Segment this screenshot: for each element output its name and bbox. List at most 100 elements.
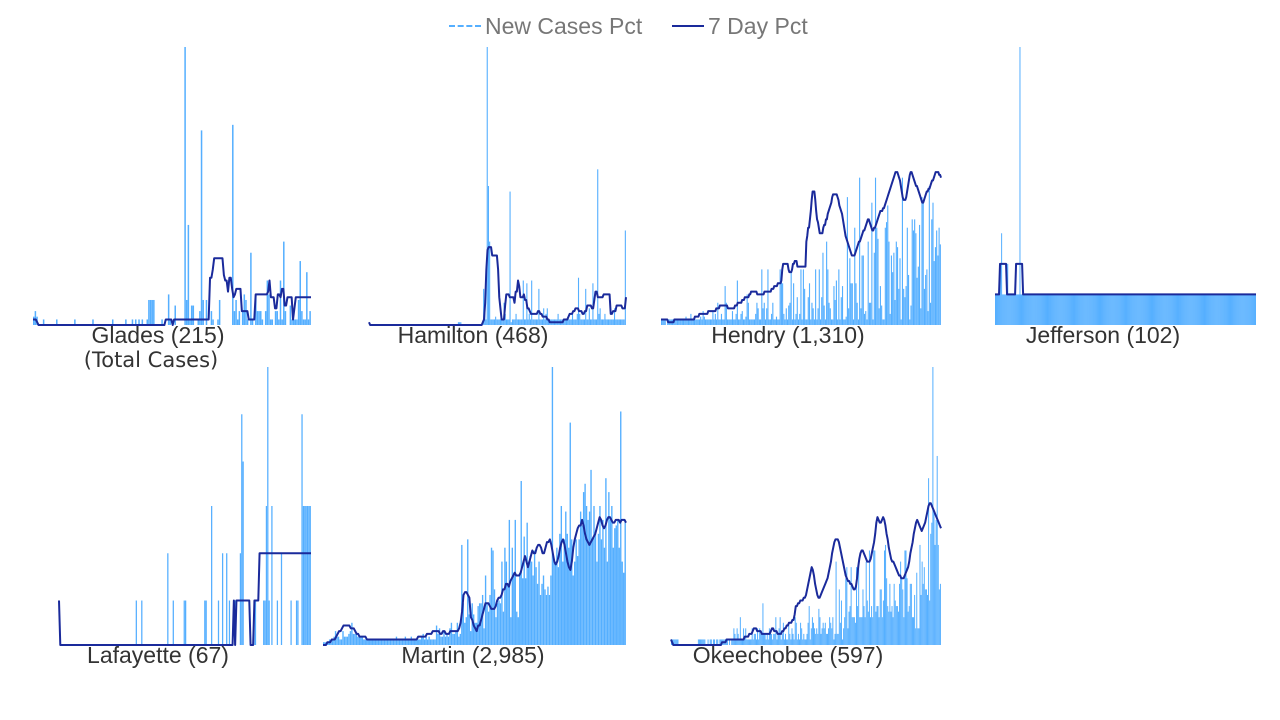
- bar: [802, 639, 804, 645]
- bar: [926, 269, 928, 325]
- bar: [302, 506, 305, 645]
- bar: [1009, 294, 1011, 325]
- bar: [1135, 294, 1137, 325]
- bar: [1209, 294, 1211, 325]
- bar: [823, 628, 825, 645]
- bar: [519, 319, 521, 325]
- bar: [374, 639, 377, 645]
- bar: [345, 636, 347, 645]
- bar: [593, 319, 595, 325]
- panel-label-jefferson: Jefferson (102): [1025, 322, 1181, 348]
- bar: [701, 639, 703, 645]
- bar: [515, 313, 517, 325]
- bar: [866, 319, 868, 325]
- bar: [777, 319, 779, 325]
- bar: [1124, 294, 1126, 325]
- bar: [842, 639, 844, 645]
- bar: [149, 299, 152, 325]
- bar: [1038, 294, 1040, 325]
- bar: [1191, 294, 1193, 325]
- bar: [1158, 294, 1160, 325]
- bar: [1105, 294, 1107, 325]
- bar: [355, 633, 358, 645]
- bar: [722, 319, 724, 325]
- bar: [74, 319, 76, 325]
- bar: [621, 319, 623, 325]
- bar: [1052, 294, 1054, 325]
- bar: [527, 561, 530, 645]
- bar: [385, 639, 387, 645]
- bar: [1111, 294, 1113, 325]
- bar: [752, 319, 754, 325]
- bar: [1136, 294, 1138, 325]
- bar: [921, 197, 923, 325]
- bar: [292, 319, 295, 325]
- bar: [306, 272, 308, 325]
- bar: [890, 611, 892, 645]
- bar: [887, 205, 889, 325]
- bar: [749, 319, 751, 325]
- legend-item-seven-day[interactable]: 7 Day Pct: [672, 12, 808, 40]
- bar: [1032, 294, 1034, 325]
- bar: [459, 633, 462, 645]
- bar: [574, 561, 576, 645]
- bar: [603, 547, 606, 645]
- bar: [805, 319, 807, 325]
- bar: [444, 636, 447, 645]
- bar: [416, 639, 418, 645]
- bar: [92, 319, 94, 325]
- bar: [1232, 294, 1234, 325]
- bar: [716, 319, 718, 325]
- bar: [184, 47, 186, 325]
- bar: [855, 283, 857, 325]
- bar: [874, 550, 876, 645]
- bar: [1096, 294, 1098, 325]
- bar: [1184, 294, 1186, 325]
- bar: [1126, 294, 1128, 325]
- bar: [474, 622, 476, 645]
- bar: [520, 480, 522, 645]
- bar: [920, 308, 922, 325]
- seven-day-line: [670, 502, 942, 646]
- bar: [1018, 294, 1020, 325]
- bar: [811, 617, 813, 645]
- legend-item-new-cases[interactable]: New Cases Pct: [449, 12, 642, 40]
- bar: [301, 414, 303, 645]
- bar: [579, 313, 581, 325]
- bar: [1139, 294, 1141, 325]
- bar: [125, 319, 127, 325]
- bar: [1178, 294, 1180, 325]
- bar: [594, 533, 597, 645]
- bar: [189, 319, 191, 325]
- bar: [574, 319, 576, 325]
- bar: [860, 617, 862, 645]
- bar: [540, 319, 542, 325]
- bar: [1013, 294, 1015, 325]
- bar: [1220, 294, 1222, 325]
- bar: [895, 606, 897, 645]
- bar: [783, 313, 785, 325]
- bar: [235, 299, 237, 325]
- bar: [516, 319, 518, 325]
- bar: [862, 255, 864, 325]
- bar: [566, 533, 568, 645]
- bar: [348, 633, 350, 645]
- bar: [245, 299, 247, 325]
- bar: [720, 313, 723, 325]
- bar: [936, 230, 938, 325]
- bar: [1141, 294, 1143, 325]
- bar: [1080, 294, 1082, 325]
- bar: [996, 294, 998, 325]
- bar: [238, 311, 241, 325]
- bar: [304, 319, 306, 325]
- bar: [1031, 294, 1033, 325]
- bar: [517, 617, 519, 645]
- bar: [1074, 294, 1076, 325]
- bar: [1217, 294, 1219, 325]
- bar: [773, 319, 775, 325]
- bar: [844, 319, 846, 325]
- bar: [1069, 294, 1071, 325]
- bar: [446, 633, 448, 645]
- bar: [702, 639, 704, 645]
- bar: [394, 639, 396, 645]
